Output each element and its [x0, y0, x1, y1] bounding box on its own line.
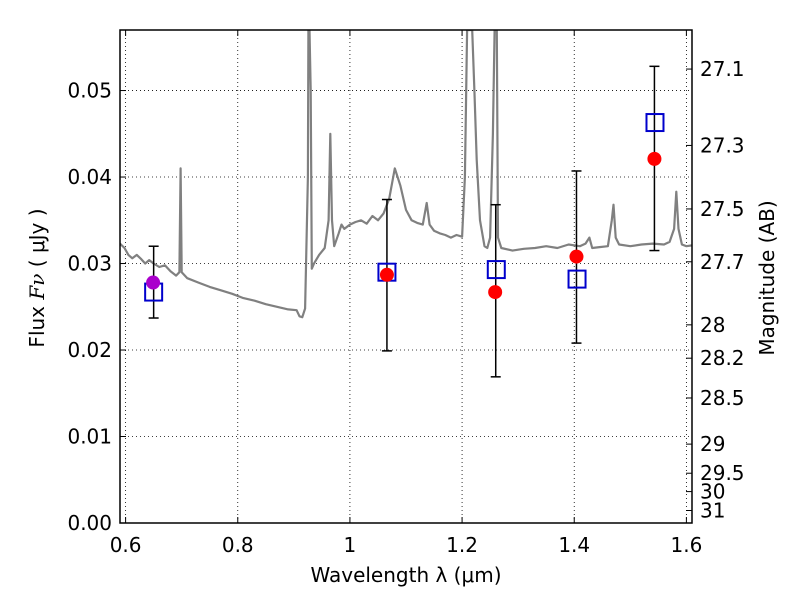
x-axis-label: Wavelength λ (μm) [310, 563, 501, 587]
magnitude-tick-label: 31 [700, 498, 725, 522]
x-tick-label: 0.8 [222, 533, 254, 557]
data-markers [144, 113, 665, 302]
y-tick-label: 0.00 [67, 511, 112, 535]
magnitude-tick-label: 29.5 [700, 461, 745, 485]
circle-marker [146, 275, 161, 290]
x-tick-label: 1.4 [558, 533, 590, 557]
magnitude-tick-label: 30 [700, 480, 725, 504]
y-axis-label-suffix: ( μJy ) [25, 208, 49, 273]
y-tick-label: 0.04 [67, 165, 112, 189]
x-tick-label: 1 [344, 533, 357, 557]
magnitude-tick-label: 27.1 [700, 57, 745, 81]
error-bars [148, 65, 660, 378]
circle-marker [647, 151, 662, 166]
plot-frame [119, 29, 693, 524]
square-marker [486, 260, 506, 280]
y-tick-label: 0.05 [67, 79, 112, 103]
model-spectrum [120, 30, 692, 319]
y-axis-ticks: 0.00 0.01 0.02 0.03 0.04 0.05 [67, 79, 126, 535]
x-tick-label: 1.2 [446, 533, 478, 557]
y-tick-label: 0.02 [67, 338, 112, 362]
y-axis-label-symbol: Fν [25, 274, 49, 301]
y-axis-label-prefix: Flux [25, 300, 49, 348]
x-tick-label: 0.6 [110, 533, 142, 557]
grid-lines [120, 30, 692, 524]
y-tick-label: 0.01 [67, 425, 112, 449]
square-marker [645, 113, 665, 133]
circle-marker [569, 249, 584, 264]
magnitude-tick-label: 28 [700, 313, 725, 337]
x-axis-ticks: 0.6 0.8 1 1.2 1.4 1.6 [110, 30, 702, 557]
magnitude-tick-label: 27.3 [700, 133, 745, 157]
magnitude-tick-label: 27.5 [700, 197, 745, 221]
square-marker [567, 269, 587, 289]
magnitude-axis-label: Magnitude (AB) [755, 200, 779, 355]
x-tick-label: 1.6 [670, 533, 702, 557]
spectrum-line [120, 30, 692, 319]
circle-marker [379, 267, 394, 282]
magnitude-tick-label: 29 [700, 432, 725, 456]
y-tick-label: 0.03 [67, 252, 112, 276]
magnitude-tick-label: 27.7 [700, 250, 745, 274]
magnitude-tick-label: 28.2 [700, 346, 745, 370]
circle-marker [488, 285, 503, 300]
y-axis-label: Flux Fν ( μJy ) [25, 208, 49, 347]
magnitude-tick-label: 28.5 [700, 386, 745, 410]
